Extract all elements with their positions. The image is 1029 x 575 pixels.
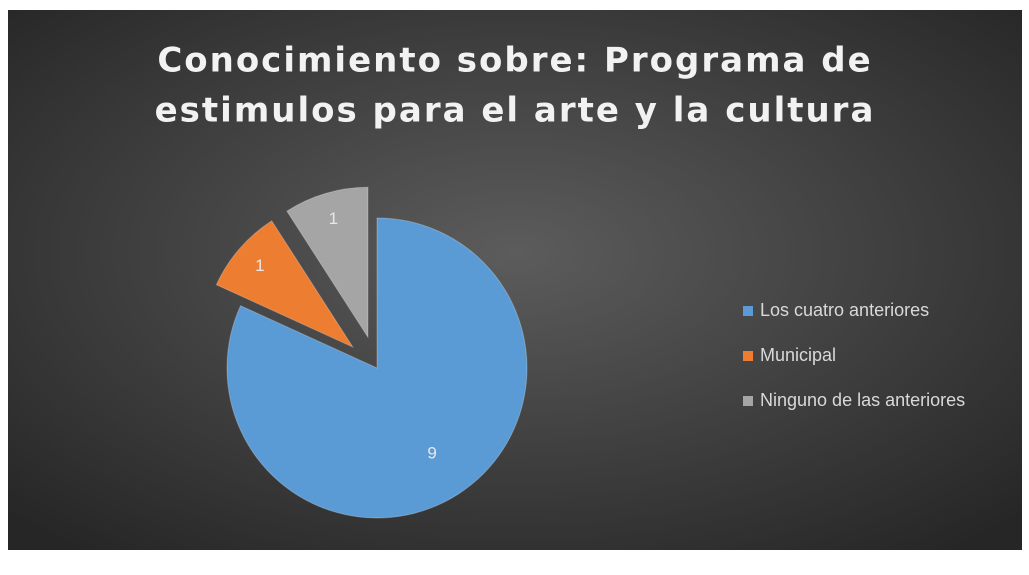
chart-title: Conocimiento sobre: Programa de <box>157 41 872 81</box>
chart-background <box>8 10 1022 550</box>
chart-title: estimulos para el arte y la cultura <box>155 91 876 131</box>
data-label: 9 <box>427 443 436 462</box>
legend-label: Los cuatro anteriores <box>760 300 929 320</box>
data-label: 1 <box>255 256 264 275</box>
pie-slice <box>226 217 528 519</box>
legend-marker <box>743 306 753 316</box>
legend-marker <box>743 396 753 406</box>
legend-marker <box>743 351 753 361</box>
legend-label: Ninguno de las anteriores <box>760 390 965 410</box>
legend-label: Municipal <box>760 345 836 365</box>
data-label: 1 <box>329 209 338 228</box>
pie-slice <box>286 186 369 339</box>
pie-slice <box>215 220 355 349</box>
